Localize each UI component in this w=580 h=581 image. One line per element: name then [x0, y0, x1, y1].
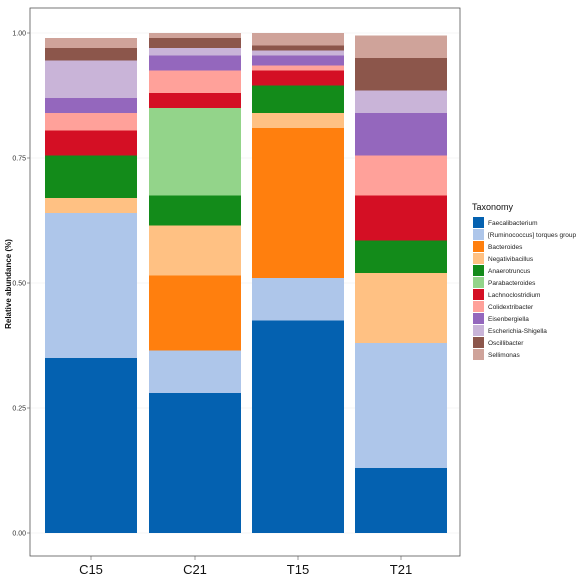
bar-segment — [149, 33, 241, 38]
bar-segment — [45, 98, 137, 113]
y-tick-label: 1.00 — [12, 31, 26, 38]
y-tick-label: 0.75 — [12, 156, 26, 163]
legend-label: Oscillibacter — [488, 340, 524, 347]
bar-segment — [355, 113, 447, 156]
bar-segment — [45, 358, 137, 533]
bar-segment — [252, 33, 344, 46]
bar-segment — [252, 65, 344, 71]
x-tick-label: C15 — [79, 562, 103, 577]
bar-segment — [252, 113, 344, 128]
legend-swatch — [473, 313, 484, 324]
legend-label: Bacteroides — [488, 244, 523, 251]
legend-swatch — [473, 265, 484, 276]
bar-segment — [149, 225, 241, 276]
legend-title: Taxonomy — [472, 202, 514, 212]
bar-segment — [149, 38, 241, 48]
legend-swatch — [473, 337, 484, 348]
bar-segment — [45, 60, 137, 98]
bar-segment — [252, 85, 344, 113]
legend-swatch — [473, 325, 484, 336]
legend-label: [Ruminococcus] torques group — [488, 232, 577, 239]
bars — [45, 33, 447, 533]
bar-segment — [45, 130, 137, 156]
legend-label: Lachnoclostridium — [488, 292, 540, 299]
bar-segment — [149, 93, 241, 108]
bar-segment — [149, 55, 241, 71]
bar-segment — [355, 195, 447, 241]
legend-label: Eisenbergiella — [488, 316, 529, 323]
bar-segment — [252, 128, 344, 278]
legend-swatch — [473, 217, 484, 228]
bar-segment — [252, 45, 344, 51]
bar-segment — [45, 155, 137, 198]
bar-segment — [355, 240, 447, 273]
x-tick-label: C21 — [183, 562, 207, 577]
bar-segment — [355, 468, 447, 533]
bar-segment — [252, 55, 344, 66]
legend-label: Negativibacillus — [488, 256, 534, 263]
legend: Faecalibacterium [Ruminococcus] torques g… — [473, 217, 577, 360]
legend-label: Escherichia-Shigella — [488, 328, 547, 335]
legend-label: Parabacteroides — [488, 280, 536, 287]
bar-segment — [45, 38, 137, 48]
legend-swatch — [473, 277, 484, 288]
bar-segment — [355, 35, 447, 58]
bar-segment — [45, 113, 137, 131]
legend-swatch — [473, 241, 484, 252]
bar-segment — [149, 195, 241, 226]
bar-segment — [149, 350, 241, 393]
x-axis-ticks: C15 C21 T15 T21 — [79, 556, 412, 577]
legend-swatch — [473, 289, 484, 300]
bar-segment — [45, 48, 137, 61]
y-axis-label: Relative abundance (%) — [4, 239, 13, 329]
y-tick-label: 0.00 — [12, 531, 26, 538]
bar-segment — [149, 393, 241, 533]
x-tick-label: T21 — [390, 562, 412, 577]
y-tick-label: 0.25 — [12, 406, 26, 413]
bar-segment — [149, 108, 241, 196]
legend-swatch — [473, 301, 484, 312]
legend-swatch — [473, 229, 484, 240]
bar-segment — [45, 213, 137, 358]
y-tick-label: 0.50 — [12, 281, 26, 288]
bar-segment — [355, 273, 447, 343]
legend-label: Anaerotruncus — [488, 268, 531, 275]
bar-segment — [252, 320, 344, 533]
bar-segment — [355, 90, 447, 113]
legend-swatch — [473, 253, 484, 264]
bar-segment — [149, 70, 241, 93]
legend-label: Colidextribacter — [488, 304, 534, 311]
bar-segment — [252, 50, 344, 56]
bar-segment — [252, 70, 344, 86]
legend-label: Sellimonas — [488, 352, 521, 359]
y-axis-ticks: 0.00 0.25 0.50 0.75 1.00 — [12, 31, 30, 538]
bar-segment — [252, 278, 344, 321]
legend-swatch — [473, 349, 484, 360]
bar-segment — [45, 198, 137, 213]
x-tick-label: T15 — [287, 562, 309, 577]
bar-segment — [355, 343, 447, 468]
bar-segment — [355, 58, 447, 91]
bar-segment — [355, 155, 447, 196]
bar-segment — [149, 275, 241, 351]
legend-label: Faecalibacterium — [488, 220, 538, 227]
bar-segment — [149, 48, 241, 56]
